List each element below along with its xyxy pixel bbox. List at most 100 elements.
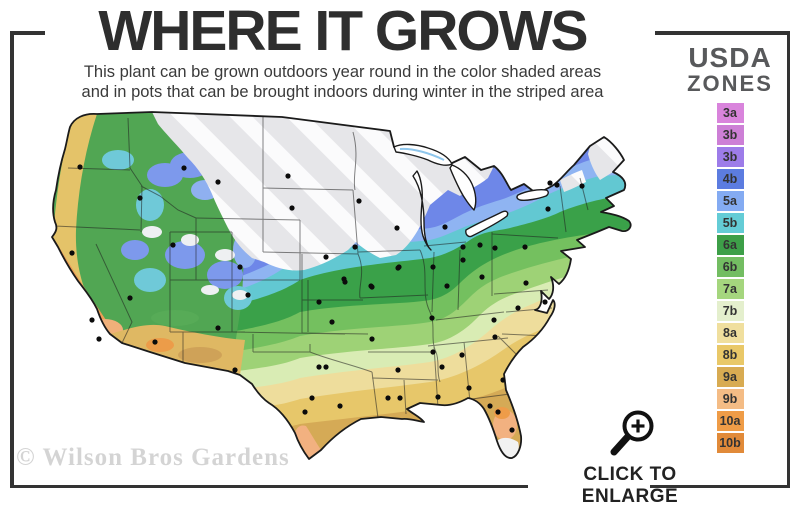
zone-swatch-7b-9: 7b (716, 301, 744, 322)
city-dot (542, 299, 548, 305)
city-dot (466, 385, 472, 391)
subtitle-line-2: and in pots that can be brought indoors … (81, 83, 604, 102)
city-dot (394, 225, 400, 231)
city-dot (369, 284, 375, 290)
city-dot (479, 274, 485, 280)
city-dot (302, 409, 308, 415)
zone-swatch-10a-14: 10a (716, 411, 744, 432)
usda-zones-legend: USDA ZONES 3a 3b 3b 4b 5a 5b 6a 6b 7a 7b 8a 8b 9a 9b 1… (676, 44, 784, 455)
city-dots (69, 164, 585, 433)
zone-swatch-6a-6: 6a (716, 235, 744, 256)
frame-right (786, 31, 790, 488)
city-dot (181, 165, 187, 171)
city-dot (545, 206, 551, 212)
enlarge-label: CLICK TO ENLARGE (581, 464, 679, 507)
city-dot (460, 257, 466, 263)
city-dot (579, 183, 585, 189)
lake-superior-highlight (399, 147, 445, 161)
city-dot (77, 164, 83, 170)
city-dot (554, 182, 560, 188)
city-dot (285, 173, 291, 179)
city-dot (509, 427, 515, 433)
city-dot (316, 299, 322, 305)
state-borders (54, 117, 589, 419)
city-dot (395, 367, 401, 373)
city-dot (342, 279, 348, 285)
city-dot (329, 319, 335, 325)
zone-swatch-9b-13: 9b (716, 389, 744, 410)
city-dot (491, 317, 497, 323)
zone-swatch-5a-4: 5a (716, 191, 744, 212)
subtitle: This plant can be grown outdoors year ro… (20, 62, 665, 102)
city-dot (245, 292, 251, 298)
city-dot (369, 336, 375, 342)
frame-left (10, 31, 14, 488)
city-dot (477, 242, 483, 248)
zone-swatch-7a-8: 7a (716, 279, 744, 300)
city-dot (127, 295, 133, 301)
city-dot (459, 352, 465, 358)
legend-title-zones: ZONES (687, 71, 773, 96)
zone-swatch-3b-2: 3b (716, 147, 744, 168)
city-dot (356, 198, 362, 204)
subtitle-line-1: This plant can be grown outdoors year ro… (83, 63, 602, 81)
city-dot (69, 250, 75, 256)
city-dot (435, 394, 441, 400)
city-dot (395, 265, 401, 271)
city-dot (385, 395, 391, 401)
city-dot (316, 364, 322, 370)
city-dot (137, 195, 143, 201)
city-dot (444, 283, 450, 289)
us-outline (51, 111, 632, 460)
city-dot (495, 409, 501, 415)
city-dot (522, 244, 528, 250)
frame-bottom-left (10, 484, 528, 488)
city-dot (337, 403, 343, 409)
city-dot (237, 264, 243, 270)
page-title: WHERE IT GROWS (98, 0, 588, 63)
city-dot (442, 224, 448, 230)
city-dot (323, 254, 329, 260)
city-dot (430, 264, 436, 270)
city-dot (232, 367, 238, 373)
legend-title-usda: USDA (688, 42, 772, 73)
city-dot (215, 179, 221, 185)
city-dot (289, 205, 295, 211)
city-dot (89, 317, 95, 323)
city-dot (439, 364, 445, 370)
zone-swatch-4b-3: 4b (716, 169, 744, 190)
city-dot (547, 180, 553, 186)
city-dot (515, 305, 521, 311)
frame-top-left (10, 31, 45, 35)
city-dot (323, 364, 329, 370)
city-dot (492, 334, 498, 340)
city-dot (397, 395, 403, 401)
zone-swatch-9a-12: 9a (716, 367, 744, 388)
zone-swatch-5b-5: 5b (716, 213, 744, 234)
frame-bottom-right (650, 484, 790, 488)
zone-swatch-6b-7: 6b (716, 257, 744, 278)
magnifier-plus-icon (610, 410, 654, 456)
city-dot (96, 336, 102, 342)
city-dot (500, 377, 506, 383)
watermark: © Wilson Bros Gardens (16, 444, 290, 471)
city-dot (492, 245, 498, 251)
city-dot (460, 244, 466, 250)
city-dot (487, 403, 493, 409)
city-dot (429, 315, 435, 321)
zone-swatch-3a-0: 3a (716, 103, 744, 124)
zone-swatch-8a-10: 8a (716, 323, 744, 344)
city-dot (309, 395, 315, 401)
city-dot (352, 244, 358, 250)
frame-top-right (655, 31, 790, 35)
city-dot (170, 242, 176, 248)
zone-swatch-list: 3a 3b 3b 4b 5a 5b 6a 6b 7a 7b 8a 8b 9a 9b 10a 10b (676, 103, 784, 455)
city-dot (215, 325, 221, 331)
city-dot (152, 339, 158, 345)
click-to-enlarge-button[interactable]: CLICK TO ENLARGE (540, 404, 720, 508)
zone-swatch-3b-1: 3b (716, 125, 744, 146)
city-dot (523, 280, 529, 286)
